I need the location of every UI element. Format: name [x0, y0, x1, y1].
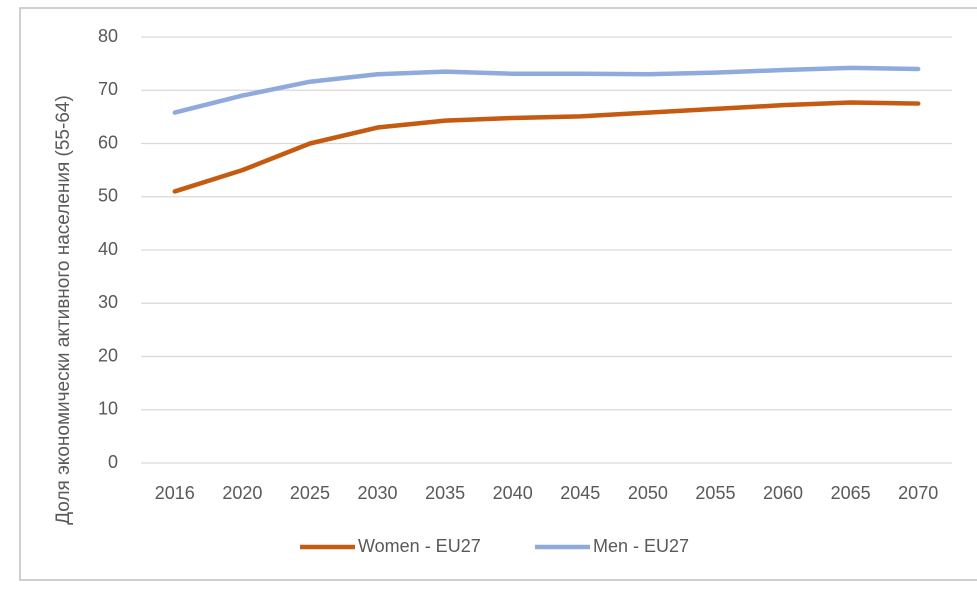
line-series: [172, 65, 921, 115]
y-tick-label: 80: [98, 26, 118, 46]
x-tick-label: 2025: [290, 483, 330, 503]
x-tick-label: 2045: [560, 483, 600, 503]
legend-label: Women - EU27: [358, 536, 481, 556]
legend-label: Men - EU27: [593, 536, 689, 556]
y-tick-label: 70: [98, 79, 118, 99]
x-tick-label: 2055: [695, 483, 735, 503]
x-tick-label: 2070: [898, 483, 938, 503]
y-axis-label: Доля экономически активного населения (5…: [53, 95, 74, 525]
y-tick-label: 20: [98, 345, 118, 365]
x-tick-label: 2020: [222, 483, 262, 503]
x-tick-label: 2040: [493, 483, 533, 503]
y-tick-label: 50: [98, 186, 118, 206]
x-tick-label: 2050: [628, 483, 668, 503]
x-tick-label: 2030: [358, 483, 398, 503]
y-tick-label: 40: [98, 239, 118, 259]
y-tick-label: 30: [98, 292, 118, 312]
x-tick-label: 2016: [155, 483, 195, 503]
x-tick-label: 2065: [831, 483, 871, 503]
x-tick-label: 2060: [763, 483, 803, 503]
line-series: [172, 100, 921, 194]
y-tick-label: 10: [98, 399, 118, 419]
x-tick-label: 2035: [425, 483, 465, 503]
y-tick-label: 60: [98, 132, 118, 152]
y-tick-label: 0: [108, 452, 118, 472]
